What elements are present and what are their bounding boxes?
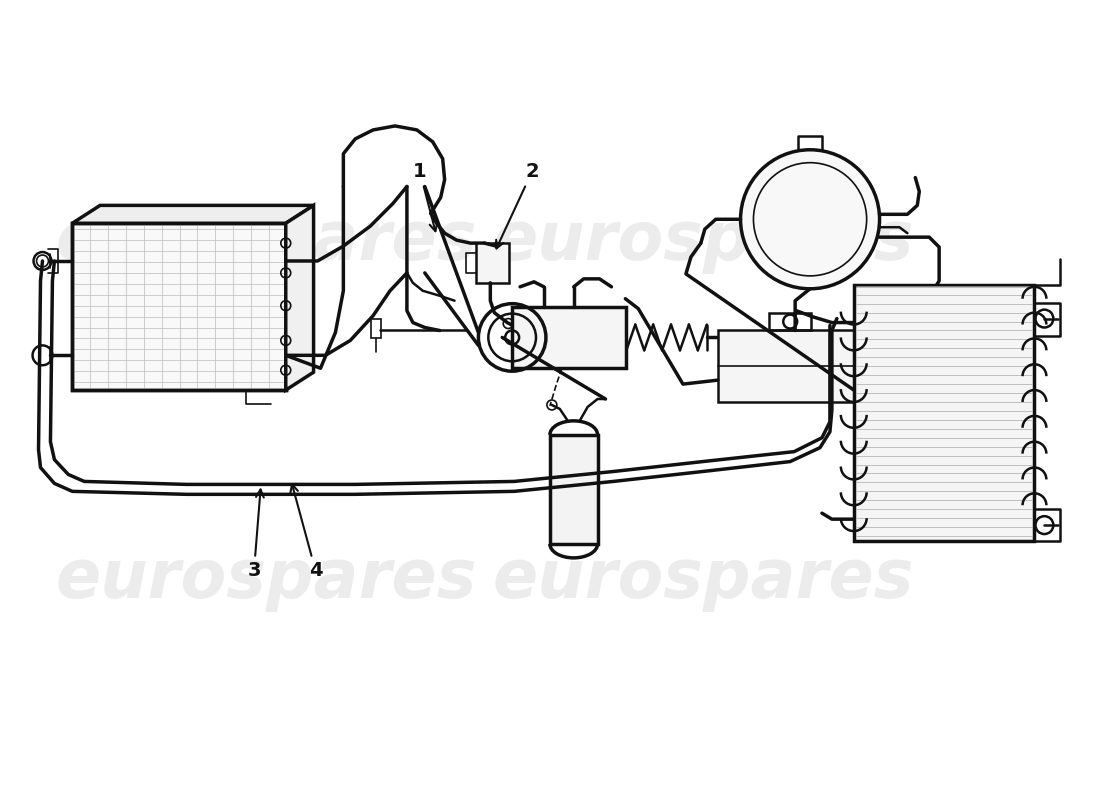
- Bar: [717, 330, 871, 402]
- Text: 1: 1: [412, 162, 437, 231]
- Bar: [550, 434, 597, 544]
- Bar: [73, 223, 286, 390]
- Bar: [854, 285, 1034, 541]
- Circle shape: [740, 150, 880, 289]
- Polygon shape: [73, 206, 314, 223]
- Text: 2: 2: [496, 162, 539, 249]
- Text: eurospares: eurospares: [492, 208, 913, 274]
- Bar: [371, 318, 381, 338]
- Text: 4: 4: [290, 484, 322, 580]
- Bar: [476, 243, 509, 283]
- Bar: [769, 313, 811, 330]
- Polygon shape: [286, 206, 313, 390]
- Text: eurospares: eurospares: [492, 546, 913, 612]
- Bar: [73, 223, 286, 390]
- Text: eurospares: eurospares: [55, 208, 476, 274]
- Bar: [513, 306, 626, 368]
- Text: 3: 3: [248, 490, 264, 580]
- Text: eurospares: eurospares: [55, 546, 476, 612]
